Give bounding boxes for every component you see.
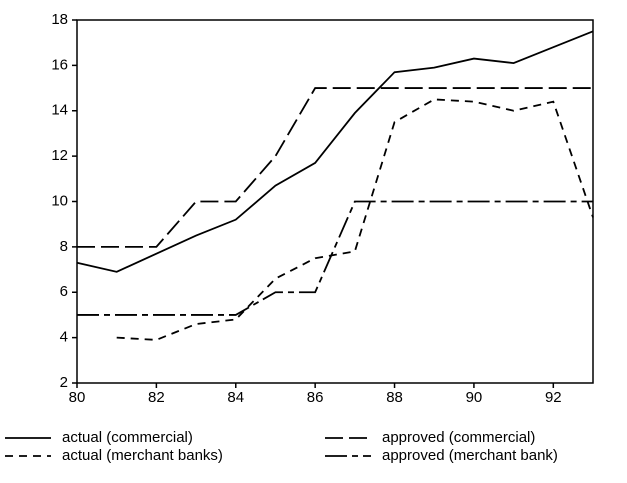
y-tick-label: 14 (51, 102, 68, 119)
y-tick-label: 16 (51, 56, 68, 73)
y-tick-label: 4 (60, 329, 68, 346)
x-tick-label: 90 (466, 389, 483, 406)
y-tick-label: 2 (60, 374, 68, 391)
x-tick-label: 84 (227, 389, 244, 406)
y-tick-label: 6 (60, 283, 68, 300)
y-tick-label: 10 (51, 192, 68, 209)
x-tick-label: 82 (148, 389, 165, 406)
x-tick-label: 88 (386, 389, 403, 406)
y-tick-label: 18 (51, 11, 68, 28)
legend-label: approved (commercial) (382, 429, 535, 446)
x-tick-label: 86 (307, 389, 324, 406)
legend-label: actual (commercial) (62, 429, 193, 446)
series-line (116, 98, 594, 341)
y-tick-label: 12 (51, 147, 68, 164)
y-tick-label: 8 (60, 238, 68, 255)
series-line (76, 30, 594, 273)
legend-label: actual (merchant banks) (62, 447, 223, 464)
legend-label: approved (merchant bank) (382, 447, 558, 464)
series-line (77, 87, 593, 248)
x-tick-label: 80 (69, 389, 86, 406)
series-line (77, 200, 593, 316)
x-tick-label: 92 (545, 389, 562, 406)
